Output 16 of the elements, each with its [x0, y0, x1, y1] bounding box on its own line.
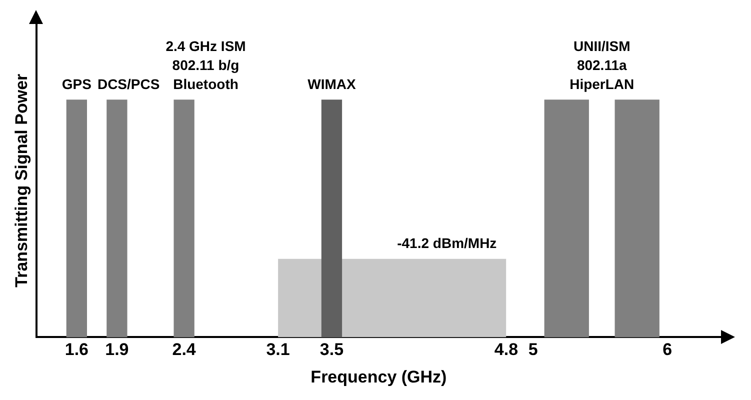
x-tick-label: 6 — [662, 340, 672, 360]
series-label: 2.4 GHz ISM 802.11 b/g Bluetooth — [166, 38, 246, 92]
series-label: GPS — [62, 76, 92, 92]
x-axis-title: Frequency (GHz) — [310, 367, 447, 386]
series-label: DCS/PCS — [97, 76, 160, 92]
series-label: -41.2 dBm/MHz — [397, 234, 497, 251]
x-tick-label: 2.4 — [172, 340, 196, 360]
x-tick-label: 1.9 — [105, 340, 129, 360]
series-label: WIMAX — [308, 76, 356, 92]
y-axis-title: Transmitting Signal Power — [12, 73, 31, 288]
x-tick-label: 3.1 — [266, 340, 290, 360]
x-tick-label: 1.6 — [64, 340, 88, 360]
x-tick-label: 4.8 — [494, 340, 518, 360]
x-tick-label: 5 — [528, 340, 538, 360]
x-tick-label: 3.5 — [320, 340, 344, 360]
series-label: UNII/ISM 802.11a HiperLAN — [570, 38, 634, 92]
